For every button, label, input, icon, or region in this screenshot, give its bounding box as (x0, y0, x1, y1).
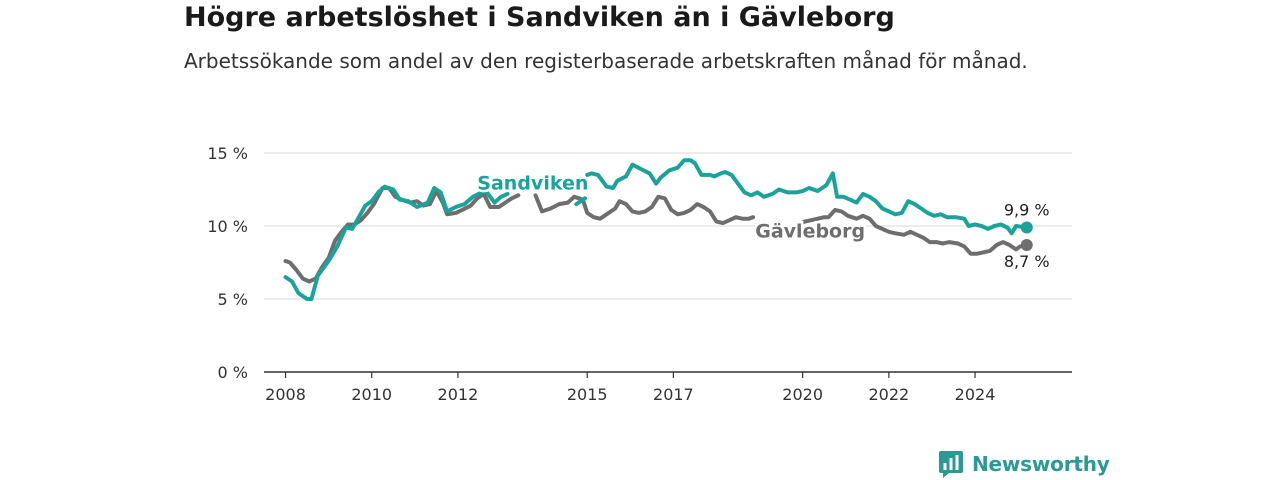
newsworthy-chart-icon (939, 451, 963, 478)
end-value-label-gavleborg: 8,7 % (1004, 252, 1050, 271)
chart-title: Högre arbetslöshet i Sandviken än i Gävl… (184, 2, 895, 33)
brand-name: Newsworthy (972, 452, 1110, 476)
x-tick-label: 2012 (438, 385, 479, 404)
series-line-sandviken (283, 158, 1029, 301)
x-tick-label: 2017 (653, 385, 694, 404)
series-line-g-vleborg (283, 186, 1029, 284)
grid-lines (264, 152, 1072, 373)
y-tick-label: 15 % (207, 144, 248, 163)
y-axis-tick-labels: 0 % 5 % 10 % 15 % (207, 144, 248, 382)
x-tick-label: 2008 (265, 385, 306, 404)
x-tick-label: 2022 (868, 385, 909, 404)
y-tick-label: 0 % (218, 363, 248, 382)
x-tick-label: 2015 (567, 385, 608, 404)
newsworthy-logo: Newsworthy (938, 450, 1110, 478)
y-tick-label: 10 % (207, 217, 248, 236)
x-tick-label: 2010 (351, 385, 392, 404)
series-label-sandviken: Sandviken (477, 173, 588, 195)
chart-subtitle: Arbetssökande som andel av den registerb… (184, 49, 1028, 73)
series-end-dot (1020, 238, 1033, 251)
end-value-label-sandviken: 9,9 % (1004, 200, 1050, 219)
series-label-gavleborg: Gävleborg (755, 221, 865, 243)
x-tick-label: 2020 (782, 385, 823, 404)
y-tick-label: 5 % (218, 290, 248, 309)
x-axis-tick-labels: 2008 2010 2012 2015 2017 2020 2022 2024 (265, 372, 995, 404)
x-tick-label: 2024 (955, 385, 996, 404)
series-lines (283, 158, 1033, 301)
series-end-dot (1020, 221, 1033, 234)
series-labels: Sandviken Gävleborg 9,9 % 8,7 % (475, 170, 1050, 271)
